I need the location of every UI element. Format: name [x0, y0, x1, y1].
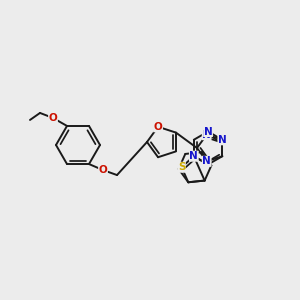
Text: O: O — [99, 165, 107, 175]
Text: N: N — [204, 127, 212, 136]
Text: O: O — [49, 113, 57, 123]
Text: N: N — [202, 156, 211, 166]
Text: N: N — [218, 135, 227, 145]
Text: N: N — [202, 130, 211, 140]
Text: S: S — [178, 162, 185, 172]
Text: O: O — [154, 122, 162, 132]
Text: N: N — [189, 151, 198, 161]
